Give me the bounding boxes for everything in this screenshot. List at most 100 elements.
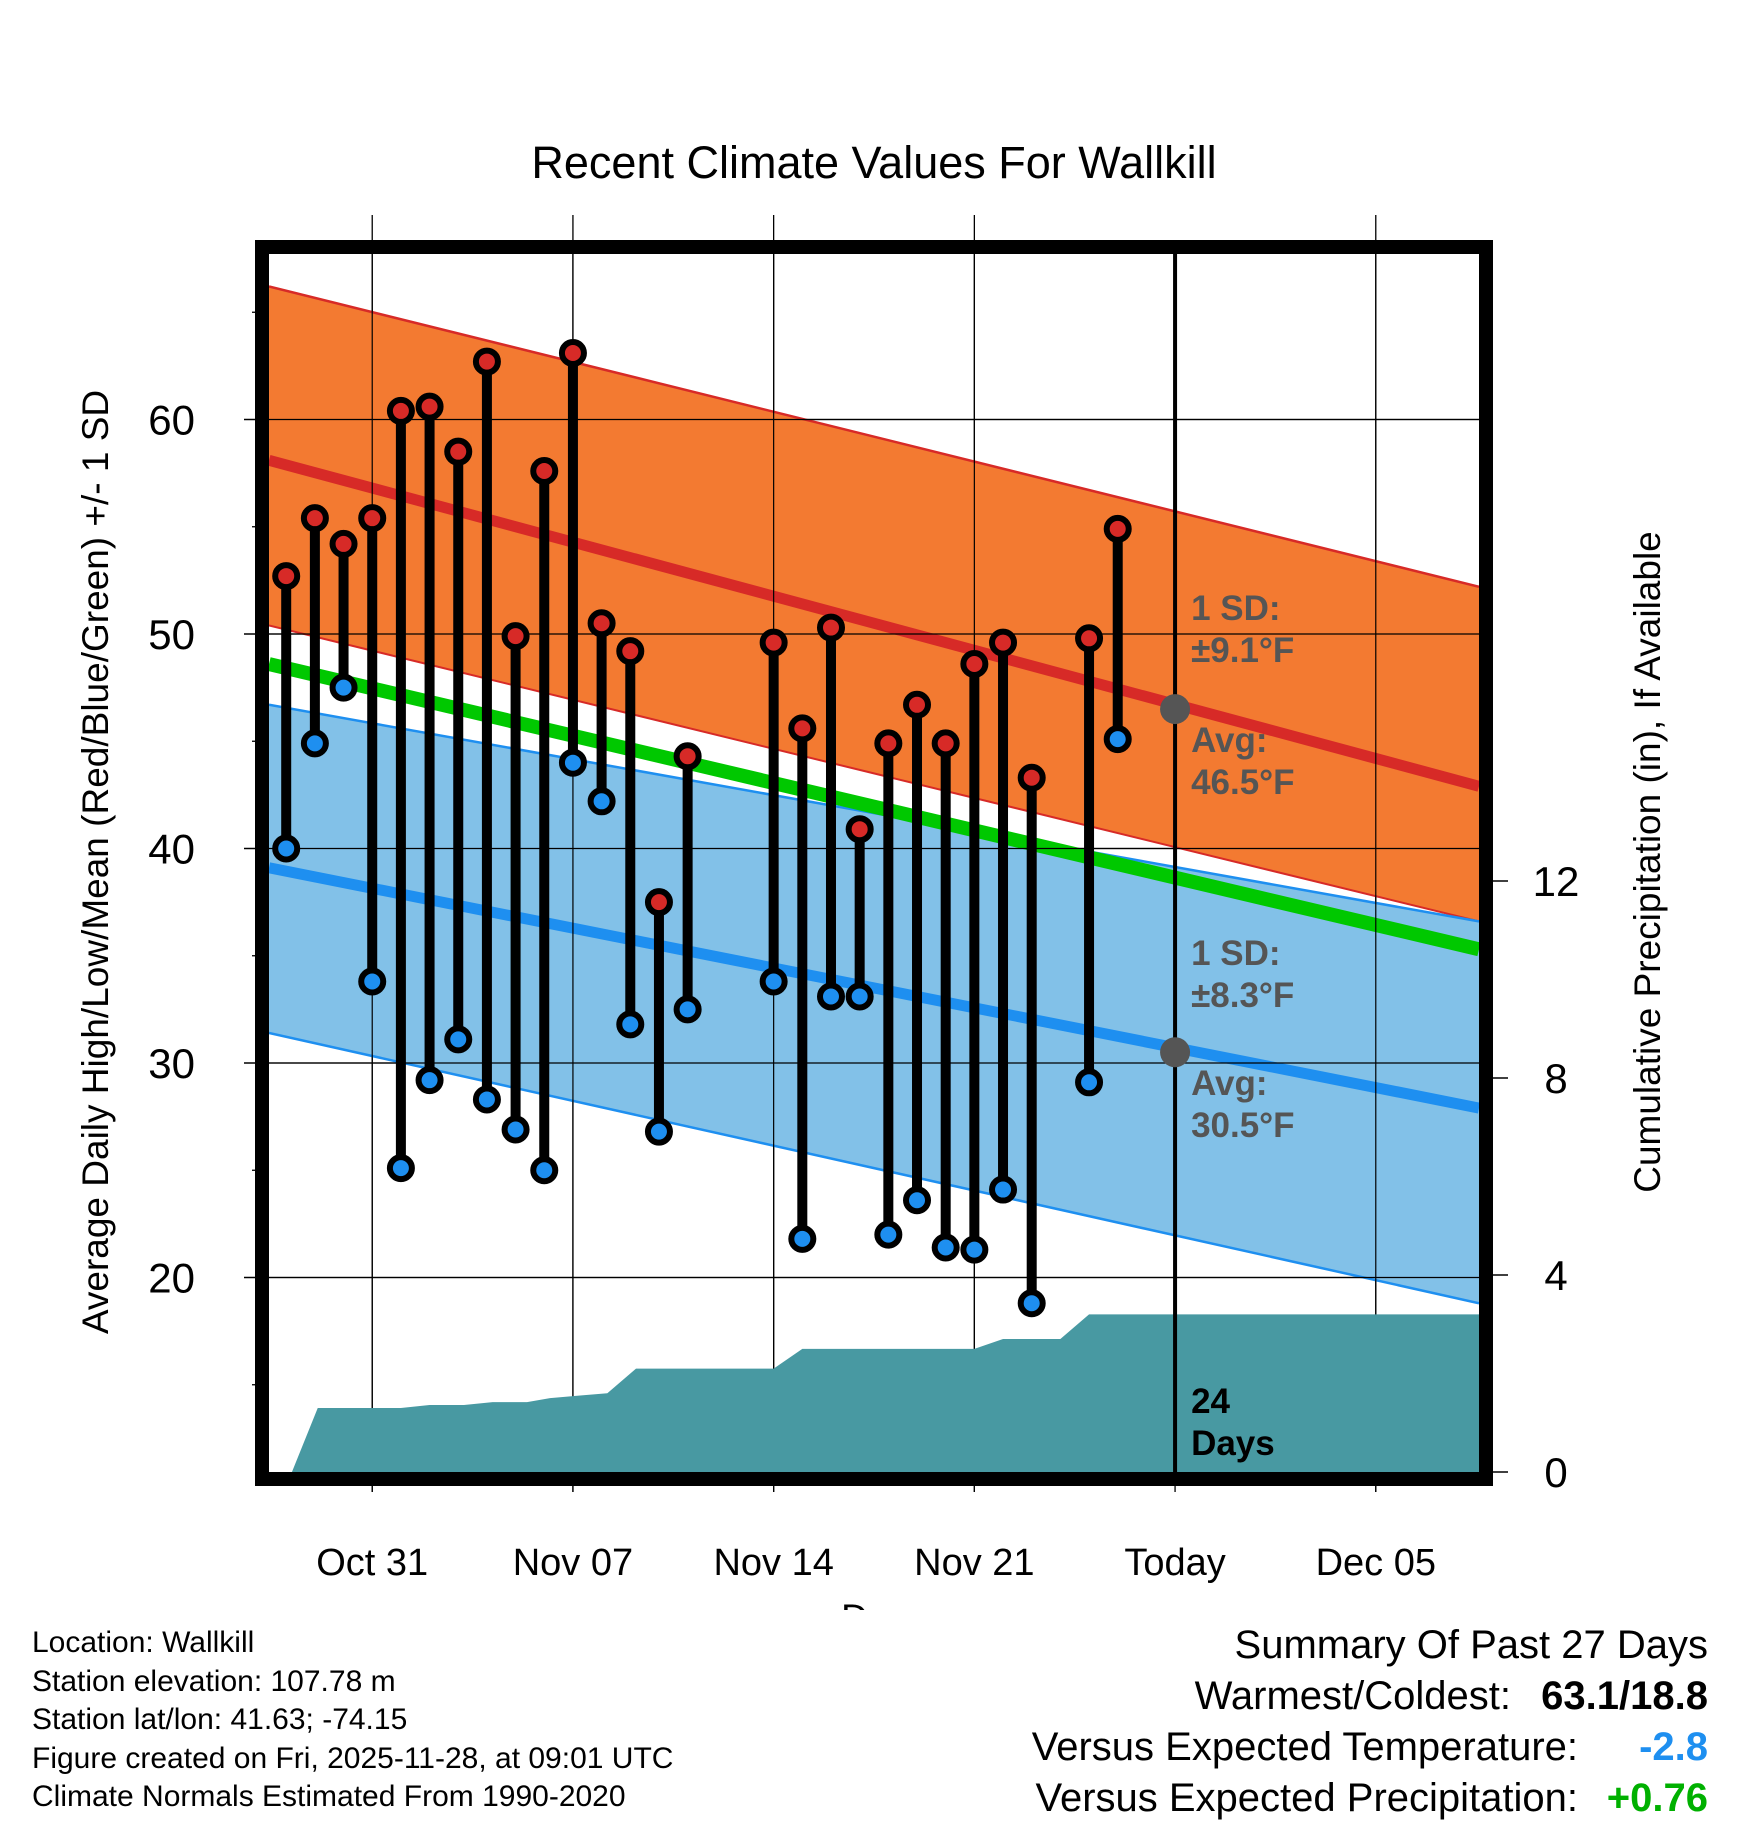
summary-title: Summary Of Past 27 Days <box>1234 1623 1708 1667</box>
high-sd-label: 1 SD: <box>1191 589 1280 628</box>
y-axis-label-left: Average Daily High/Low/Mean (Red/Blue/Gr… <box>75 390 116 1334</box>
daily-high-point <box>673 742 702 771</box>
daily-low-point <box>587 787 616 816</box>
high-avg-value: 46.5°F <box>1191 763 1295 802</box>
high-avg-marker <box>1160 694 1191 725</box>
summary-warm-cold-row: Warmest/Coldest: 63.1/18.8 <box>1032 1671 1708 1722</box>
daily-low-point <box>788 1224 817 1253</box>
precip-days-label: Days <box>1191 1424 1275 1463</box>
daily-low-point <box>616 1010 645 1039</box>
daily-high-point <box>788 714 817 743</box>
normals-text: Climate Normals Estimated From 1990-2020 <box>32 1780 626 1813</box>
temp-value: -2.8 <box>1639 1725 1708 1769</box>
daily-low-point <box>960 1235 989 1264</box>
low-avg-value: 30.5°F <box>1191 1106 1295 1145</box>
daily-low-point <box>1075 1068 1104 1097</box>
daily-low-point <box>444 1025 473 1054</box>
summary-precip-row: Versus Expected Precipitation: +0.76 <box>1032 1773 1708 1824</box>
daily-high-point <box>759 628 788 657</box>
high-sd-value: ±9.1°F <box>1191 631 1294 670</box>
location-text: Location: Wallkill <box>32 1626 255 1659</box>
x-tick-label: Oct 31 <box>316 1542 428 1584</box>
daily-low-point <box>415 1066 444 1095</box>
daily-sticks <box>272 339 1132 1318</box>
daily-low-point <box>931 1233 960 1262</box>
elevation-text: Station elevation: 107.78 m <box>32 1664 396 1698</box>
low-avg-label: Avg: <box>1191 1064 1267 1103</box>
daily-high-point <box>1103 514 1132 543</box>
high-avg-label: Avg: <box>1191 721 1267 760</box>
x-tick-label: Nov 21 <box>914 1542 1034 1584</box>
daily-low-point <box>845 982 874 1011</box>
right-tick-label: 4 <box>1544 1252 1567 1299</box>
x-axis-label: Day <box>841 1597 907 1610</box>
normal-high-line <box>269 454 1479 792</box>
precip-days-count: 24 <box>1191 1382 1230 1421</box>
left-tick-label: 40 <box>148 826 195 873</box>
daily-low-point <box>501 1115 530 1144</box>
daily-high-point <box>558 339 587 368</box>
daily-low-point <box>1103 725 1132 754</box>
daily-high-point <box>530 456 559 485</box>
x-tick-label: Nov 14 <box>713 1542 833 1584</box>
plot-frame <box>255 240 1493 1486</box>
daily-low-point <box>530 1156 559 1185</box>
daily-low-point <box>759 967 788 996</box>
daily-low-point <box>300 729 329 758</box>
daily-high-point <box>989 628 1018 657</box>
daily-low-point <box>1017 1289 1046 1318</box>
daily-high-point <box>472 347 501 376</box>
left-tick-label: 30 <box>148 1040 195 1087</box>
normal-bands <box>269 285 1479 1305</box>
normal-mean-line <box>269 657 1479 957</box>
daily-high-point <box>444 437 473 466</box>
daily-high-point <box>931 729 960 758</box>
daily-high-point <box>816 613 845 642</box>
daily-high-point <box>415 392 444 421</box>
left-tick-label: 50 <box>148 611 195 658</box>
right-tick-label: 8 <box>1544 1055 1567 1102</box>
right-tick-label: 12 <box>1533 858 1580 905</box>
low-lower-edge <box>269 1031 1479 1305</box>
daily-high-point <box>616 637 645 666</box>
daily-high-point <box>329 529 358 558</box>
high-upper-edge <box>269 285 1479 589</box>
precip-value: +0.76 <box>1606 1776 1708 1820</box>
daily-high-point <box>960 650 989 679</box>
warm-cold-value: 63.1/18.8 <box>1541 1674 1708 1718</box>
axes: 20 30 40 50 60 0 4 8 12 Oct 31 Nov 07 Nov 14 Nov 21 T… <box>148 311 1580 1584</box>
daily-high-point <box>644 888 673 917</box>
created-text: Figure created on Fri, 2025-11-28, at 09… <box>32 1741 674 1775</box>
warm-cold-label: Warmest/Coldest: <box>1194 1674 1511 1718</box>
daily-high-point <box>874 729 903 758</box>
daily-low-point <box>644 1117 673 1146</box>
summary-temp-row: Versus Expected Temperature: -2.8 <box>1032 1722 1708 1773</box>
daily-low-point <box>989 1175 1018 1204</box>
daily-low-point <box>673 995 702 1024</box>
daily-low-point <box>558 748 587 777</box>
daily-low-point <box>472 1085 501 1114</box>
daily-high-point <box>903 690 932 719</box>
daily-high-point <box>1017 763 1046 792</box>
daily-low-point <box>874 1220 903 1249</box>
low-sd-label: 1 SD: <box>1191 934 1280 973</box>
station-info: Location: Wallkill Station elevation: 10… <box>32 1624 673 1817</box>
low-avg-marker <box>1160 1037 1191 1068</box>
summary-panel: Summary Of Past 27 Days Warmest/Coldest:… <box>1032 1620 1708 1824</box>
precip-area <box>269 1314 1479 1472</box>
temp-label: Versus Expected Temperature: <box>1031 1725 1578 1769</box>
daily-high-point <box>501 622 530 651</box>
left-tick-label: 20 <box>148 1255 195 1302</box>
daily-high-point <box>358 504 387 533</box>
x-tick-label: Today <box>1124 1542 1225 1584</box>
daily-high-point <box>845 815 874 844</box>
y-axis-label-right: Cumulative Precipitation (in), If Availa… <box>1627 531 1668 1193</box>
daily-low-point <box>358 967 387 996</box>
daily-low-point <box>386 1154 415 1183</box>
normal-low-line <box>269 862 1479 1114</box>
daily-low-point <box>272 834 301 863</box>
precip-label: Versus Expected Precipitation: <box>1035 1776 1578 1820</box>
high-lower-edge <box>269 624 1479 923</box>
daily-high-point <box>1075 624 1104 653</box>
